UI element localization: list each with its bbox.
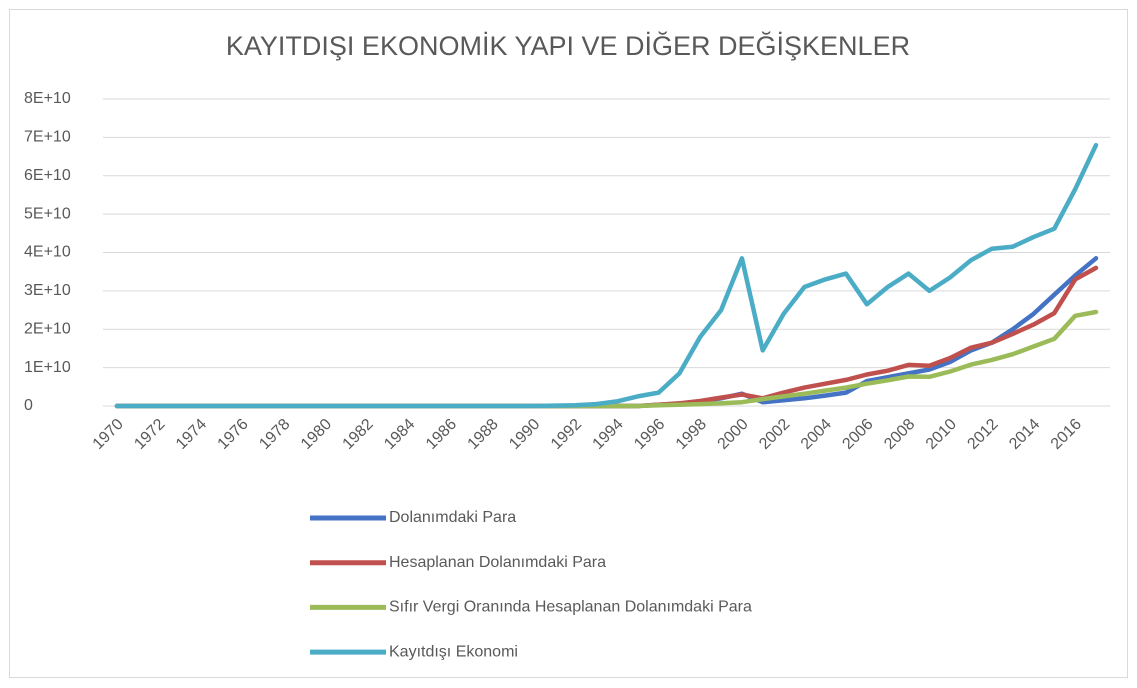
legend-label: Kayıtdışı Ekonomi [389,643,518,660]
y-tick-label: 2E+10 [24,320,71,337]
chart-frame [9,9,1128,678]
y-tick-label: 1E+10 [24,359,71,376]
y-tick-label: 0 [24,397,33,414]
legend-label: Dolanımdaki Para [389,509,516,526]
legend-label: Sıfır Vergi Oranında Hesaplanan Dolanımd… [389,599,752,616]
y-tick-label: 5E+10 [24,205,71,222]
series-line [114,142,1099,409]
y-tick-label: 4E+10 [24,244,71,261]
chart-title: KAYITDIŞI EKONOMİK YAPI VE DİĞER DEĞİŞKE… [226,30,910,61]
legend-label: Hesaplanan Dolanımdaki Para [389,554,606,571]
y-tick-label: 7E+10 [24,129,71,146]
y-tick-label: 6E+10 [24,167,71,184]
y-tick-label: 3E+10 [24,282,71,299]
y-tick-label: 8E+10 [24,90,71,107]
